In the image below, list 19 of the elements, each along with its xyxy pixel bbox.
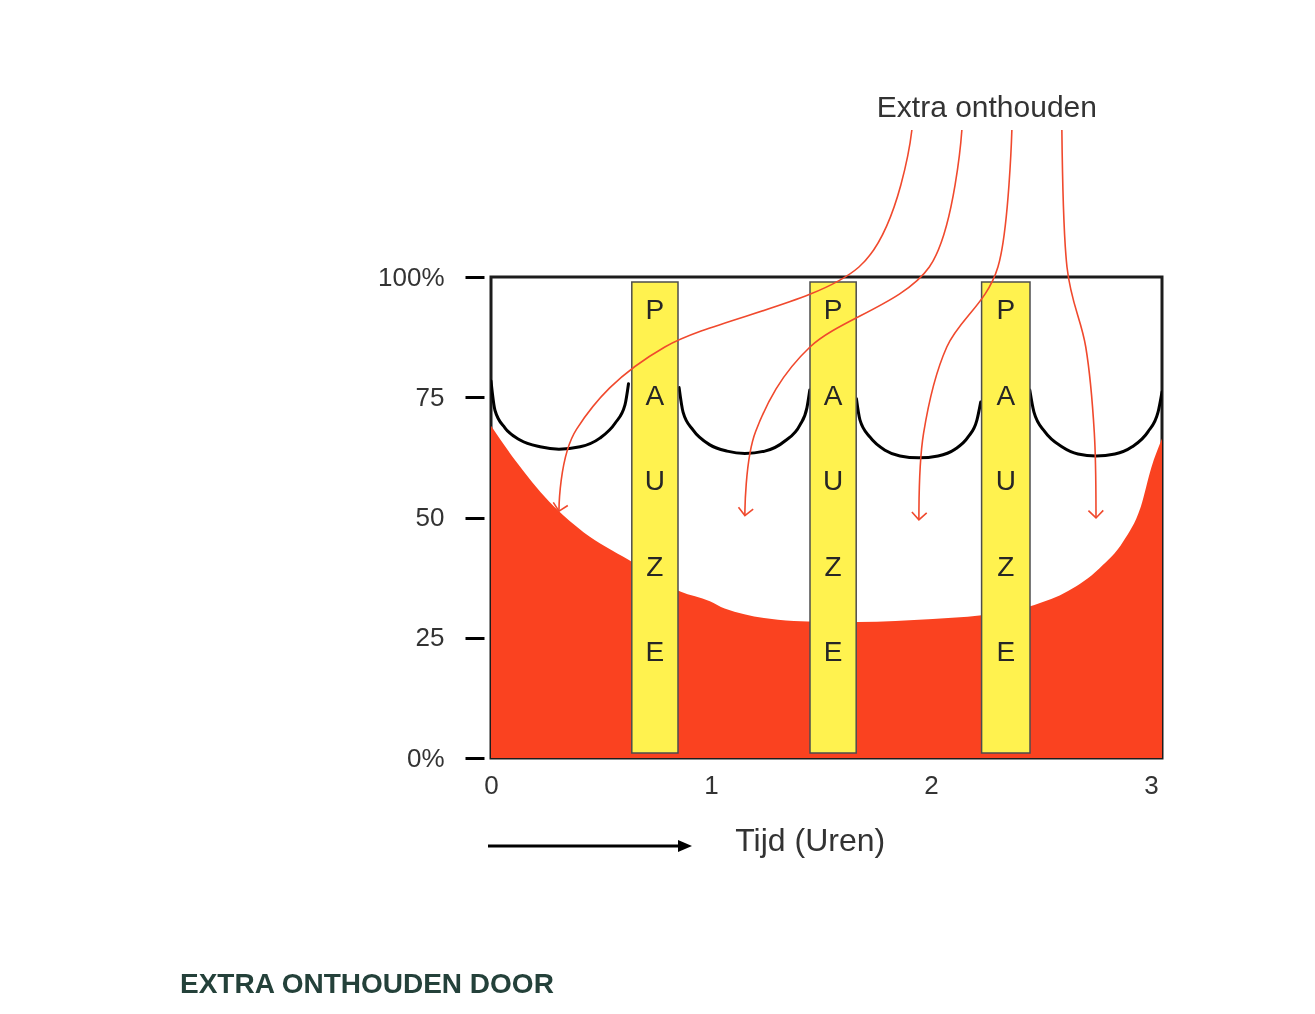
text: PAUZE [822,294,844,667]
text: PAUZE [644,294,666,667]
x-tick-label: 0 [484,769,499,800]
line-series [854,397,983,460]
line-series [677,386,812,456]
x-tick-label: 1 [704,769,719,800]
y-tick-label: 100% [378,261,445,292]
line-series [491,379,630,451]
line-series [1028,388,1162,458]
x-tick-label: 2 [924,769,939,800]
y-tick-label: 0% [406,742,445,773]
text: EXTRA ONTHOUDEN DOOR [180,968,554,999]
x-axis-title: Tijd (Uren) [735,821,886,858]
text: Extra onthouden [876,90,1097,123]
text: PAUZE [995,294,1016,667]
y-tick-label: 75 [415,381,445,412]
y-tick-label: 25 [415,622,445,653]
y-tick-label: 50 [415,502,445,532]
x-tick-label: 3 [1144,769,1159,800]
